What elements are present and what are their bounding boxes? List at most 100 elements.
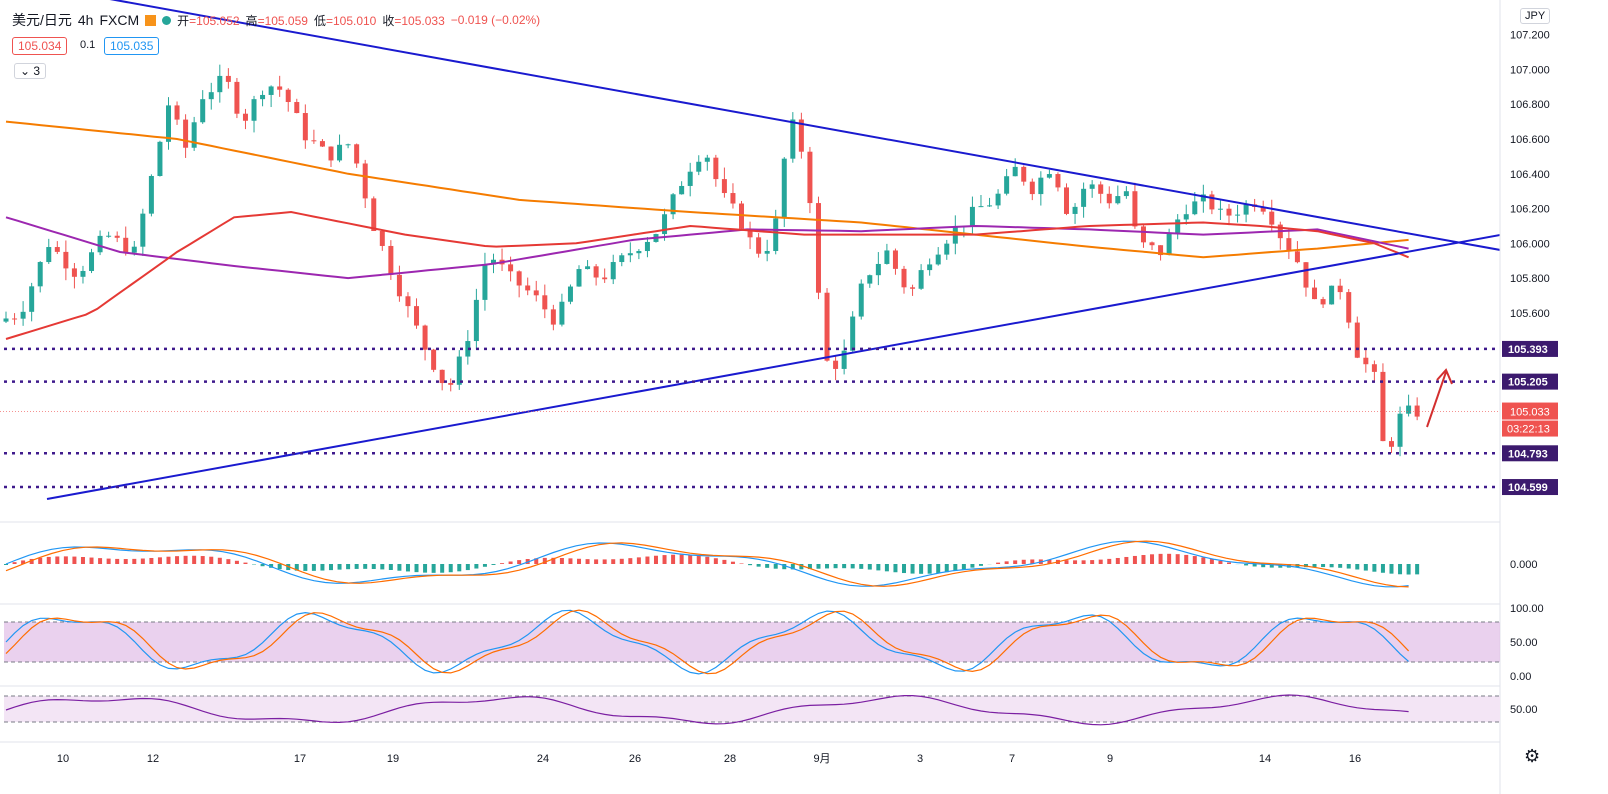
macd-histogram-bar [115, 558, 120, 564]
stochastic-pane[interactable]: 100.00 50.00 0.00 [4, 603, 1544, 683]
macd-histogram-bar [4, 564, 8, 565]
macd-histogram-bar [1380, 564, 1385, 573]
open-label: 开 [177, 13, 190, 28]
macd-histogram-bar [294, 564, 299, 571]
horizontal-levels[interactable]: 105.393 105.205 104.793 104.599 [4, 340, 1558, 496]
macd-histogram-bar [662, 555, 667, 564]
candle-body [106, 235, 112, 237]
macd-tick-label: 0.000 [1510, 559, 1538, 571]
candle-body [217, 75, 223, 93]
trendlines[interactable] [46, 0, 1502, 501]
macd-histogram-bar [636, 557, 641, 564]
macd-histogram-bar [149, 557, 154, 564]
candle-body [328, 146, 334, 161]
macd-histogram-bar [397, 564, 402, 571]
change-value: −0.019 (−0.02%) [450, 13, 541, 27]
time-tick-label: 26 [629, 753, 641, 765]
close-value: =105.033 [394, 13, 445, 28]
candle-body [927, 264, 933, 271]
candle-body [123, 237, 129, 253]
macd-histogram-bar [756, 564, 761, 567]
rsi-tick-label: 50.00 [1510, 704, 1538, 716]
candle-body [1337, 285, 1343, 293]
candle-body [1346, 292, 1352, 323]
macd-histogram-bar [380, 564, 385, 570]
macd-histogram-bar [1115, 557, 1120, 564]
macd-histogram-bar [243, 562, 248, 564]
macd-histogram-bar [175, 556, 180, 564]
candle-body [721, 179, 727, 194]
chart-legend: 美元/日元 4h FXCM 开=105.052 高=105.059 低=105.… [12, 10, 540, 30]
timeframe[interactable]: 4h [77, 12, 94, 28]
macd-histogram-bar [423, 564, 428, 573]
candle-body [1115, 196, 1121, 204]
candle-body [892, 250, 898, 269]
candle-body [1029, 181, 1035, 195]
candle-body [1320, 299, 1326, 305]
candle-body [1200, 194, 1206, 202]
candle-body [337, 144, 343, 161]
price-tick-label: 105.800 [1510, 273, 1550, 285]
macd-histogram-bar [320, 564, 325, 571]
macd-histogram-bar [1081, 560, 1086, 564]
candle-body [1012, 166, 1018, 177]
candle-body [277, 86, 283, 90]
main-pane[interactable]: 105.393 105.205 104.793 104.599 [3, 0, 1559, 501]
indicators-toggle[interactable]: ⌄ 3 [14, 63, 47, 79]
macd-histogram-bar [260, 564, 265, 567]
gear-icon[interactable]: ⚙ [1524, 746, 1541, 766]
price-axis[interactable]: 107.200 107.000 106.800 106.600 106.400 106.2… [0, 30, 1558, 437]
candle-body [867, 275, 873, 284]
candle-body [978, 206, 984, 208]
candle-body [456, 356, 462, 385]
candle-body [242, 113, 248, 121]
macd-histogram-bar [1175, 554, 1180, 564]
macd-histogram-bar [1141, 555, 1146, 564]
level-label-bg [1502, 373, 1558, 390]
macd-histogram-bar [807, 564, 812, 570]
candle-body [696, 161, 702, 172]
candle-body [602, 277, 608, 280]
candle-body [345, 144, 351, 146]
macd-histogram-bar [568, 558, 573, 564]
symbol-name[interactable]: 美元/日元 [12, 12, 72, 28]
macd-histogram-bar [346, 564, 351, 570]
macd-histogram-bar [63, 556, 68, 564]
time-axis[interactable]: 10 12 17 19 24 26 28 9月 3 7 9 14 16 [57, 753, 1361, 765]
candle-body [619, 255, 625, 263]
macd-histogram-bar [29, 558, 34, 564]
macd-histogram-bar [645, 556, 650, 564]
candle-body [995, 193, 1001, 206]
sell-button[interactable]: 105.034 [12, 37, 68, 55]
candle-body [1363, 357, 1369, 365]
candle-body [850, 316, 856, 351]
candle-body [585, 266, 591, 270]
currency-label[interactable]: JPY [1520, 8, 1551, 24]
macd-histogram-bar [1107, 558, 1112, 564]
candle-body [875, 263, 881, 276]
candle-body [1294, 251, 1300, 263]
level-label: 104.793 [1508, 448, 1548, 460]
candle-body [1183, 214, 1189, 220]
macd-histogram-bar [440, 564, 445, 573]
candle-body [414, 306, 420, 326]
time-tick-label: 16 [1349, 753, 1361, 765]
arrow-head [1436, 368, 1453, 385]
macd-histogram-bar [611, 559, 616, 564]
macd-histogram-bar [628, 558, 633, 564]
macd-pane[interactable]: 0.000 [4, 540, 1538, 588]
macd-histogram-bar [902, 564, 907, 574]
candle-body [739, 203, 745, 229]
macd-histogram-bar [1167, 553, 1172, 564]
buy-button[interactable]: 105.035 [104, 37, 160, 55]
candle-body [482, 264, 488, 300]
forecast-arrow[interactable] [1426, 368, 1453, 428]
candle-body [627, 253, 633, 256]
macd-histogram-bar [1244, 564, 1249, 566]
rsi-pane[interactable]: 50.00 [4, 694, 1538, 726]
macd-histogram-bar [474, 564, 479, 569]
macd-histogram-bar [825, 564, 830, 569]
level-label-bg [1502, 445, 1558, 462]
macd-histogram-bar [491, 564, 496, 565]
